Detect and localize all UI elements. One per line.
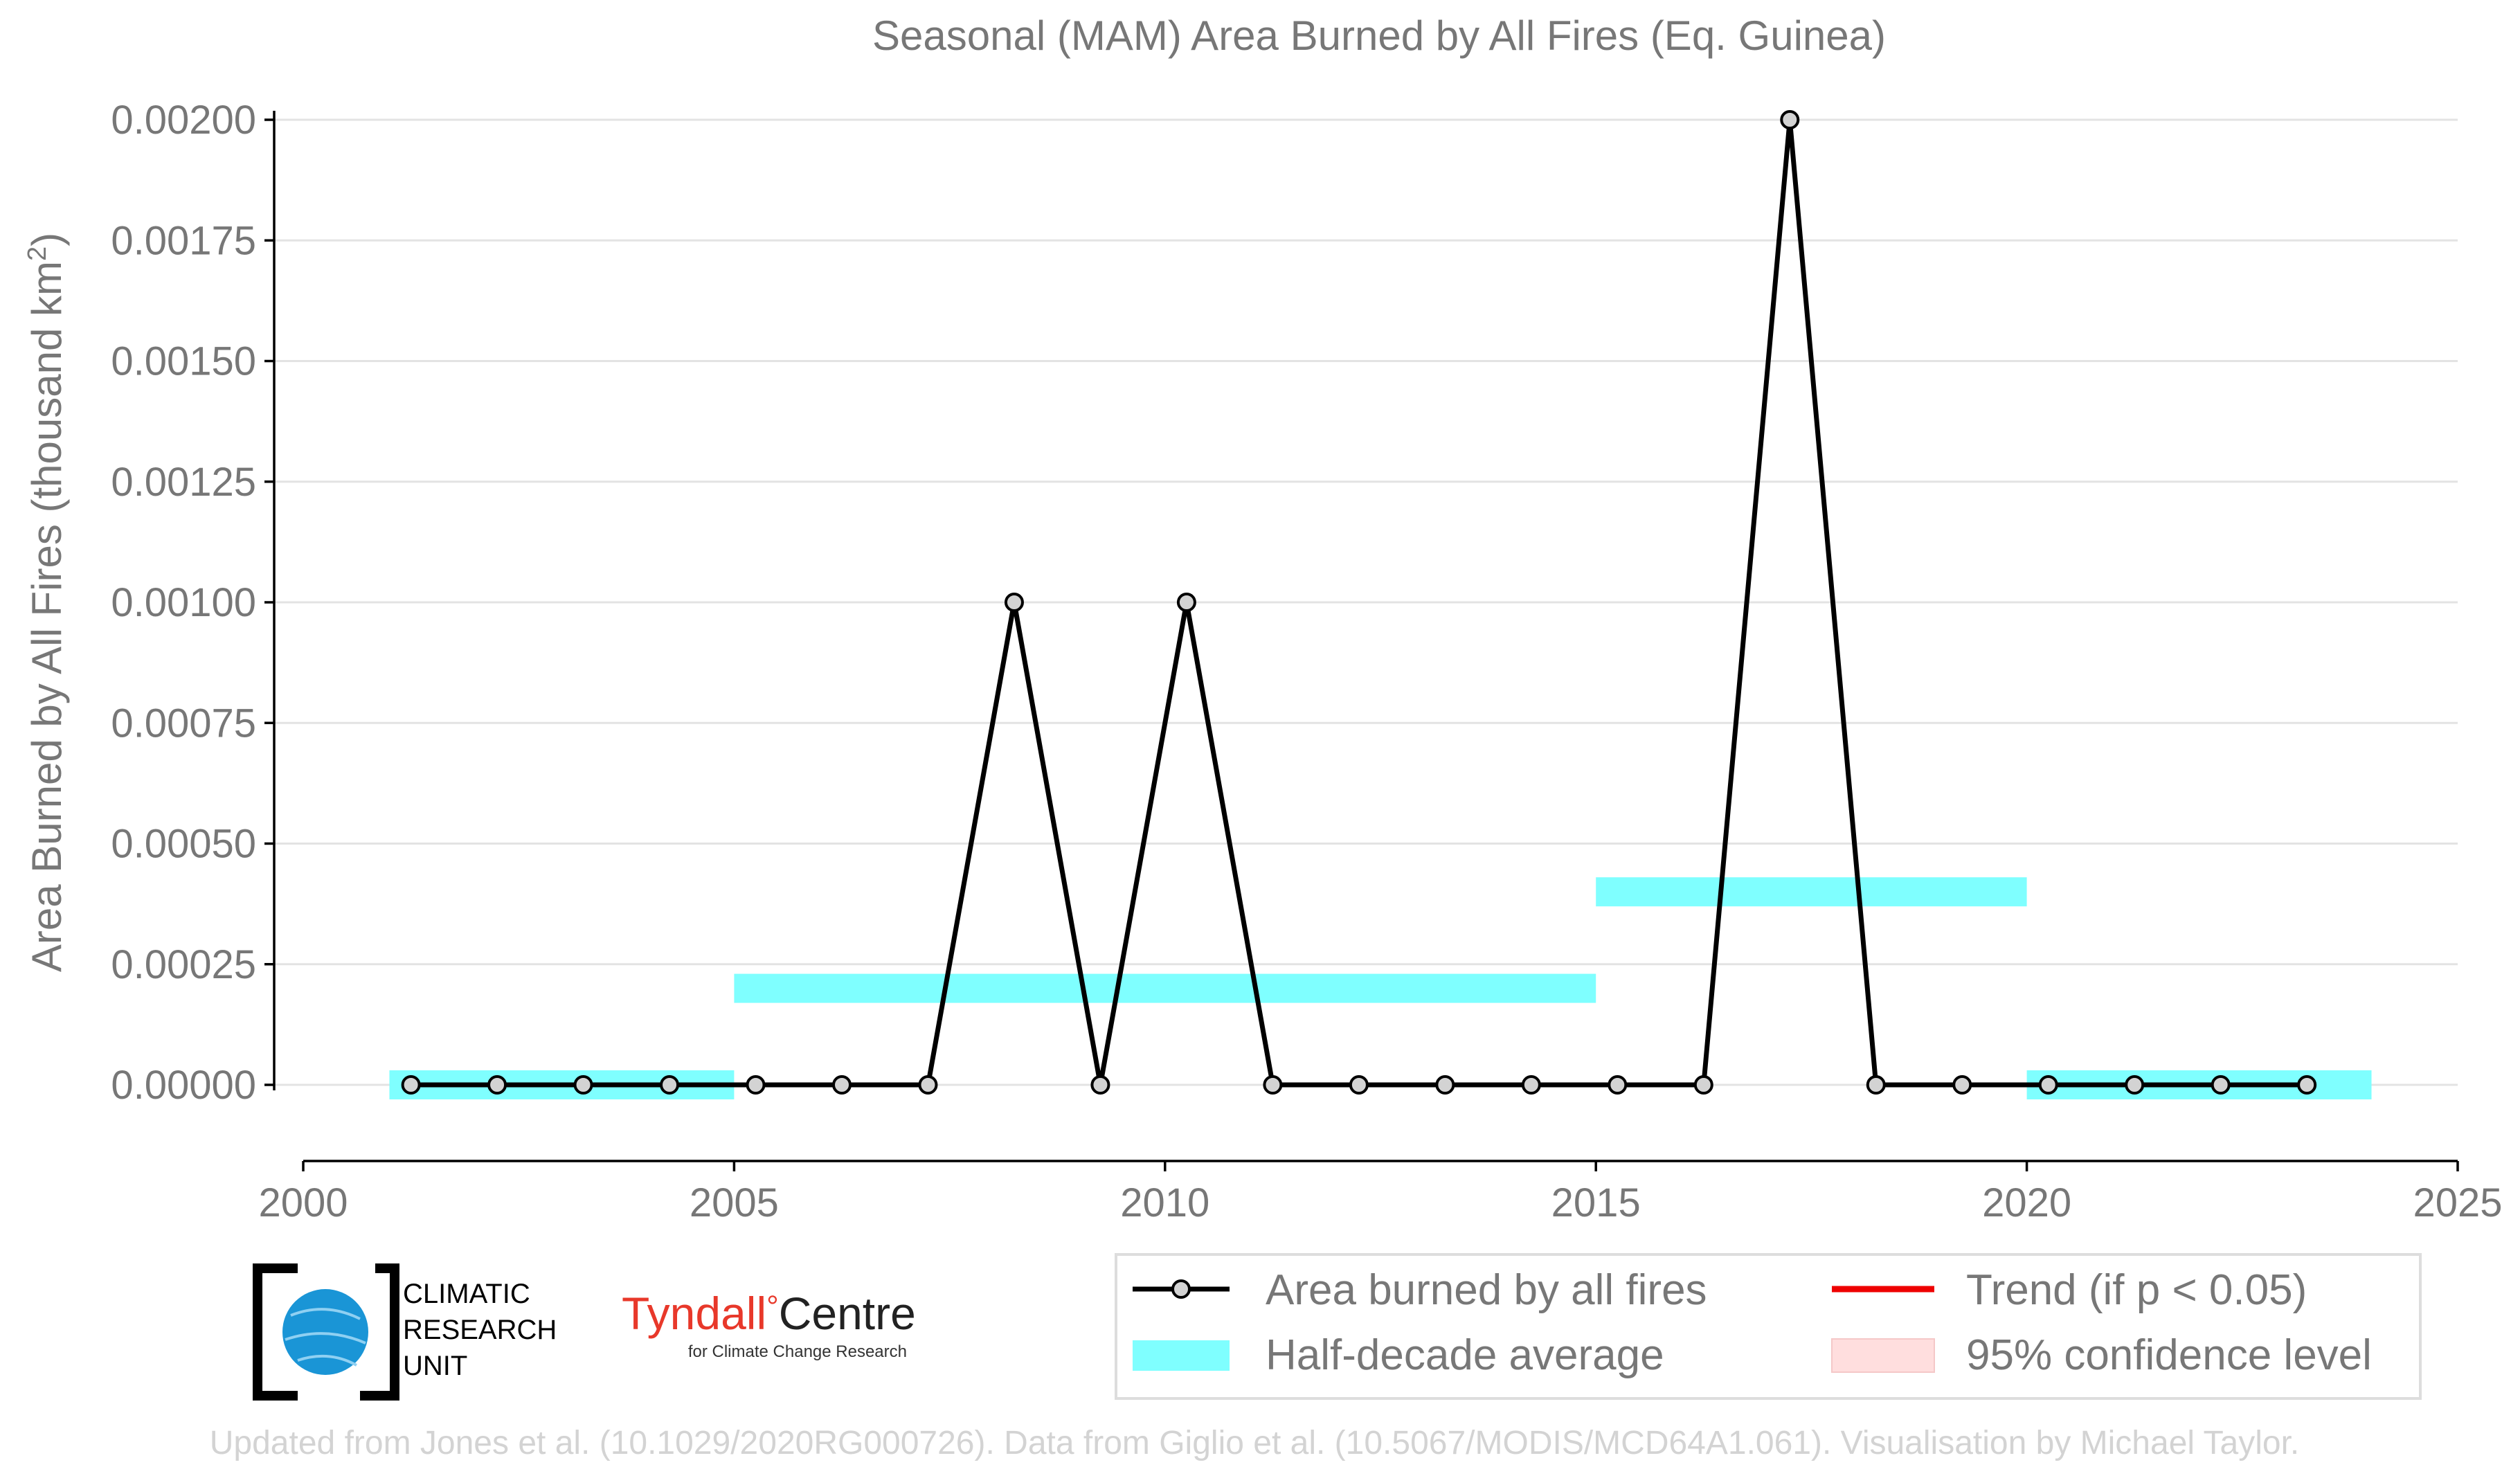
half-decade-average-bands: [389, 877, 2372, 1099]
y-tick-label: 0.00200: [111, 98, 256, 143]
legend-label-area-burned: Area burned by all fires: [1266, 1266, 1707, 1314]
x-axis: 2000 2005 2010 2015 2020 2025: [258, 1160, 2503, 1225]
y-axis-title-superscript: 2: [23, 246, 52, 261]
y-axis-title-close: ): [24, 233, 70, 246]
tyndall-degree: °: [766, 1290, 779, 1324]
data-point: [660, 1075, 680, 1095]
data-point: [1521, 1075, 1541, 1095]
data-point: [1349, 1075, 1369, 1095]
cru-text-line1: CLIMATIC: [403, 1279, 530, 1309]
legend-label-half-decade: Half-decade average: [1266, 1331, 1664, 1379]
legend-label-trend: Trend (if p < 0.05): [1966, 1266, 2307, 1314]
tyndall-subtitle: for Climate Change Research: [688, 1342, 907, 1361]
data-point: [2038, 1075, 2058, 1095]
cru-logo: CLIMATIC RESEARCH UNIT: [253, 1263, 557, 1401]
y-tick-label: 0.00125: [111, 460, 256, 505]
data-point: [1608, 1075, 1628, 1095]
y-tick-label: 0.00175: [111, 218, 256, 263]
legend-box: [1115, 1253, 2422, 1400]
y-tick-label: 0.00050: [111, 822, 256, 867]
data-point: [1435, 1075, 1455, 1095]
y-axis-title-main: Area Burned by All Fires (thousand km: [24, 261, 70, 972]
legend-label-confidence: 95% confidence level: [1966, 1331, 2372, 1379]
svg-text:Tyndall°Centre: Tyndall°Centre: [622, 1288, 916, 1339]
y-tick-label: 0.00000: [111, 1063, 256, 1108]
legend: Area burned by all fires Trend (if p < 0…: [1115, 1253, 2422, 1400]
data-point: [1263, 1075, 1283, 1095]
data-point: [2211, 1075, 2231, 1095]
data-point: [746, 1075, 766, 1095]
data-point: [2125, 1075, 2145, 1095]
cru-text-line3: UNIT: [403, 1351, 467, 1381]
data-point: [573, 1075, 593, 1095]
data-point: [1780, 110, 1800, 129]
legend-marker-area-burned: [1171, 1279, 1191, 1299]
cru-globe-icon: [282, 1289, 368, 1375]
y-axis: 0.00000 0.00025 0.00050 0.00075 0.00100 0.001…: [111, 98, 276, 1108]
gridlines: [274, 118, 2458, 1086]
data-point: [1090, 1075, 1110, 1095]
y-tick-label: 0.00100: [111, 580, 256, 625]
half-decade-band: [734, 973, 1596, 1003]
tyndall-word: Tyndall: [622, 1288, 766, 1339]
data-point: [918, 1075, 938, 1095]
data-point: [401, 1075, 421, 1095]
area-burned-series: [401, 110, 2317, 1095]
cru-text-line2: RESEARCH: [403, 1315, 557, 1345]
x-tick-label: 2010: [1120, 1180, 1209, 1225]
legend-swatch-half-decade: [1133, 1340, 1230, 1371]
x-tick-label: 2015: [1551, 1180, 1641, 1225]
x-tick-label: 2000: [258, 1180, 348, 1225]
y-tick-label: 0.00075: [111, 701, 256, 746]
data-point: [2297, 1075, 2317, 1095]
data-point: [1952, 1075, 1972, 1095]
data-point: [1004, 593, 1024, 612]
cru-logo-bracket: [253, 1263, 399, 1401]
x-tick-label: 2025: [2413, 1180, 2502, 1225]
x-tick-label: 2020: [1982, 1180, 2071, 1225]
data-point: [1866, 1075, 1886, 1095]
data-point: [1693, 1075, 1713, 1095]
tyndall-centre-word: Centre: [779, 1288, 916, 1339]
y-tick-label: 0.00025: [111, 942, 256, 987]
data-point: [1176, 593, 1196, 612]
x-tick-label: 2005: [690, 1180, 779, 1225]
y-tick-label: 0.00150: [111, 339, 256, 384]
credit-line: Updated from Jones et al. (10.1029/2020R…: [210, 1425, 2300, 1461]
legend-swatch-confidence: [1831, 1338, 1935, 1373]
data-point: [832, 1075, 852, 1095]
chart-title: Seasonal (MAM) Area Burned by All Fires …: [872, 12, 1886, 59]
data-point: [487, 1075, 507, 1095]
tyndall-centre-logo: Tyndall°Centre for Climate Change Resear…: [622, 1288, 916, 1361]
cru-globe-lines: [285, 1308, 366, 1367]
y-axis-title: Area Burned by All Fires (thousand km2): [23, 233, 70, 972]
half-decade-band: [1596, 877, 2027, 907]
